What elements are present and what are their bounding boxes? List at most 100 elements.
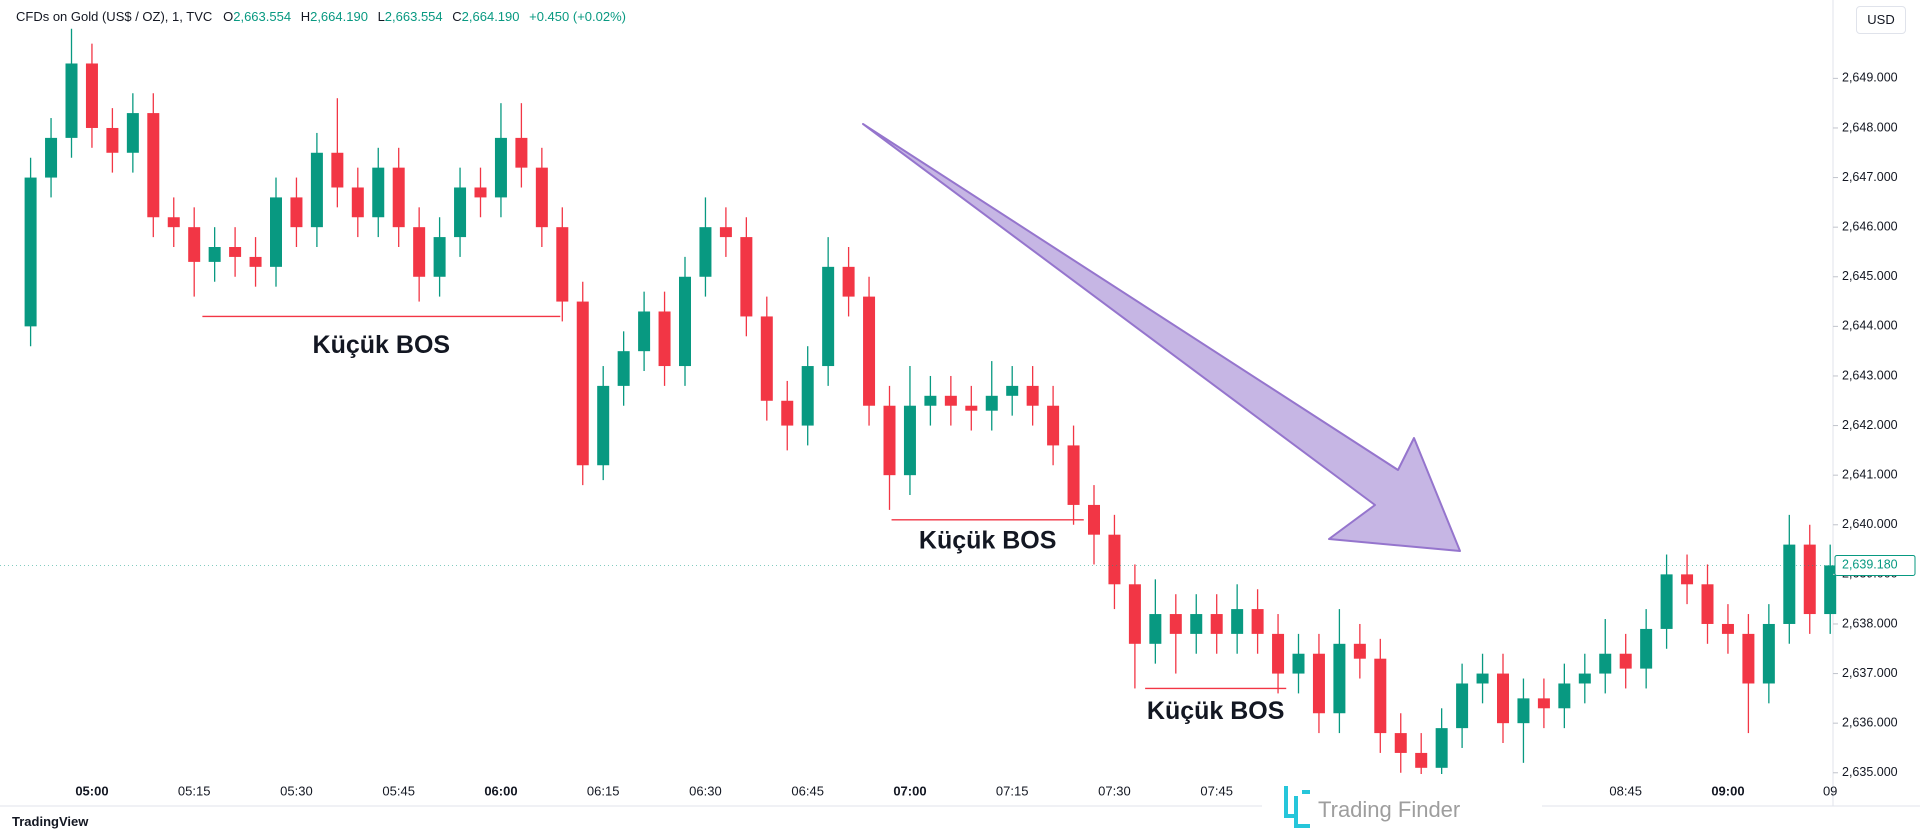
- candle-body: [1558, 683, 1571, 709]
- low-value: 2,663.554: [384, 9, 443, 24]
- y-tick-label: 2,643.000: [1842, 368, 1898, 382]
- y-tick-label: 2,645.000: [1842, 269, 1898, 283]
- x-tick-label: 09:00: [1711, 783, 1744, 798]
- candle-body: [1108, 534, 1121, 585]
- candle-body: [413, 227, 426, 277]
- candle-body: [24, 177, 37, 327]
- x-tick-label: 07:30: [1098, 783, 1131, 798]
- candle-body: [699, 227, 712, 277]
- candle-body: [597, 385, 610, 466]
- candle-body: [1415, 752, 1428, 768]
- candle-body: [331, 152, 344, 188]
- candle-body: [1190, 614, 1203, 634]
- candle-body: [576, 301, 589, 466]
- y-tick-label: 2,638.000: [1842, 616, 1898, 630]
- candle-body: [1067, 445, 1080, 505]
- last-price-box: [1834, 554, 1916, 576]
- open-label: O: [223, 9, 234, 24]
- candle-body: [801, 366, 814, 426]
- candle-body: [883, 405, 896, 476]
- candle-body: [1497, 673, 1509, 724]
- candle-body: [1210, 614, 1223, 634]
- candle-body: [1517, 698, 1530, 724]
- candle-body: [638, 311, 651, 352]
- candle-body: [944, 395, 957, 406]
- candle-body: [454, 187, 467, 238]
- y-tick-label: 2,647.000: [1842, 170, 1898, 184]
- y-tick-label: 2,637.000: [1842, 666, 1898, 680]
- candle-body: [1435, 728, 1448, 768]
- candle-body: [1742, 633, 1755, 684]
- candle-body: [822, 266, 835, 367]
- x-tick-label: 06:30: [689, 783, 722, 798]
- last-price-label: 2,639.180: [1842, 558, 1898, 572]
- trend-arrow: [862, 123, 1461, 552]
- y-tick-label: 2,641.000: [1842, 467, 1898, 481]
- close-value: 2,664.190: [461, 9, 520, 24]
- y-tick-label: 2,636.000: [1842, 715, 1898, 729]
- candle-body: [679, 276, 691, 367]
- y-tick-label: 2,648.000: [1842, 120, 1898, 134]
- y-tick-label: 2,640.000: [1842, 517, 1898, 531]
- candle-body: [392, 167, 405, 228]
- x-tick-label: 05:30: [280, 783, 313, 798]
- candle-body: [270, 197, 282, 267]
- y-tick-label: 2,642.000: [1842, 418, 1898, 432]
- low-label: L: [377, 9, 385, 24]
- y-tick-label: 2,649.000: [1842, 71, 1898, 85]
- candle-body: [208, 247, 221, 262]
- high-value: 2,664.190: [310, 9, 368, 24]
- candle-body: [1394, 733, 1407, 753]
- candle-body: [1824, 565, 1837, 615]
- candle-body: [1578, 673, 1591, 684]
- candle-body: [1640, 628, 1653, 669]
- candle-body: [310, 152, 323, 228]
- candle-body: [1537, 698, 1550, 709]
- watermark-icon: [1284, 786, 1310, 828]
- currency-button[interactable]: USD: [1856, 6, 1906, 34]
- y-tick-label: 2,644.000: [1842, 319, 1898, 333]
- candle-body: [1783, 544, 1796, 624]
- candle-body: [719, 227, 732, 238]
- x-tick-label: 08:45: [1609, 783, 1642, 798]
- x-tick-label: 06:00: [484, 783, 517, 798]
- candle-body: [1128, 584, 1141, 644]
- candle-body: [126, 113, 139, 153]
- watermark-text: Trading Finder: [1318, 797, 1460, 822]
- candle-body: [1660, 574, 1673, 629]
- candle-body: [1803, 544, 1816, 615]
- candle-body: [147, 113, 160, 218]
- candle-body: [842, 266, 855, 297]
- candle-body: [188, 227, 201, 262]
- candle-body: [903, 405, 916, 476]
- x-tick-label: 06:45: [791, 783, 824, 798]
- candle-body: [781, 400, 794, 426]
- candle-body: [1599, 653, 1612, 674]
- change: +0.450 (+0.02%): [529, 9, 626, 24]
- candle-body: [1169, 614, 1182, 634]
- bos-label: Küçük BOS: [1147, 697, 1285, 725]
- branding: TradingView: [12, 814, 88, 829]
- bos-label: Küçük BOS: [313, 331, 451, 359]
- candle-body: [1006, 385, 1019, 396]
- bos-label: Küçük BOS: [919, 526, 1057, 554]
- candle-body: [760, 316, 773, 401]
- candle-body: [740, 237, 753, 317]
- candle-body: [985, 395, 998, 411]
- x-tick-label: 07:15: [996, 783, 1029, 798]
- candle-body: [658, 311, 671, 367]
- candle-body: [1333, 643, 1346, 714]
- candle-body: [515, 137, 528, 168]
- candle-body: [372, 167, 385, 218]
- candle-body: [1721, 623, 1734, 634]
- candle-body: [351, 187, 364, 218]
- candle-body: [167, 217, 180, 228]
- candle-body: [290, 197, 303, 228]
- high-label: H: [300, 9, 311, 24]
- candle-body: [1272, 633, 1285, 674]
- candle-body: [924, 395, 937, 406]
- x-tick-label: 06:15: [587, 783, 620, 798]
- candle-body: [1762, 623, 1775, 684]
